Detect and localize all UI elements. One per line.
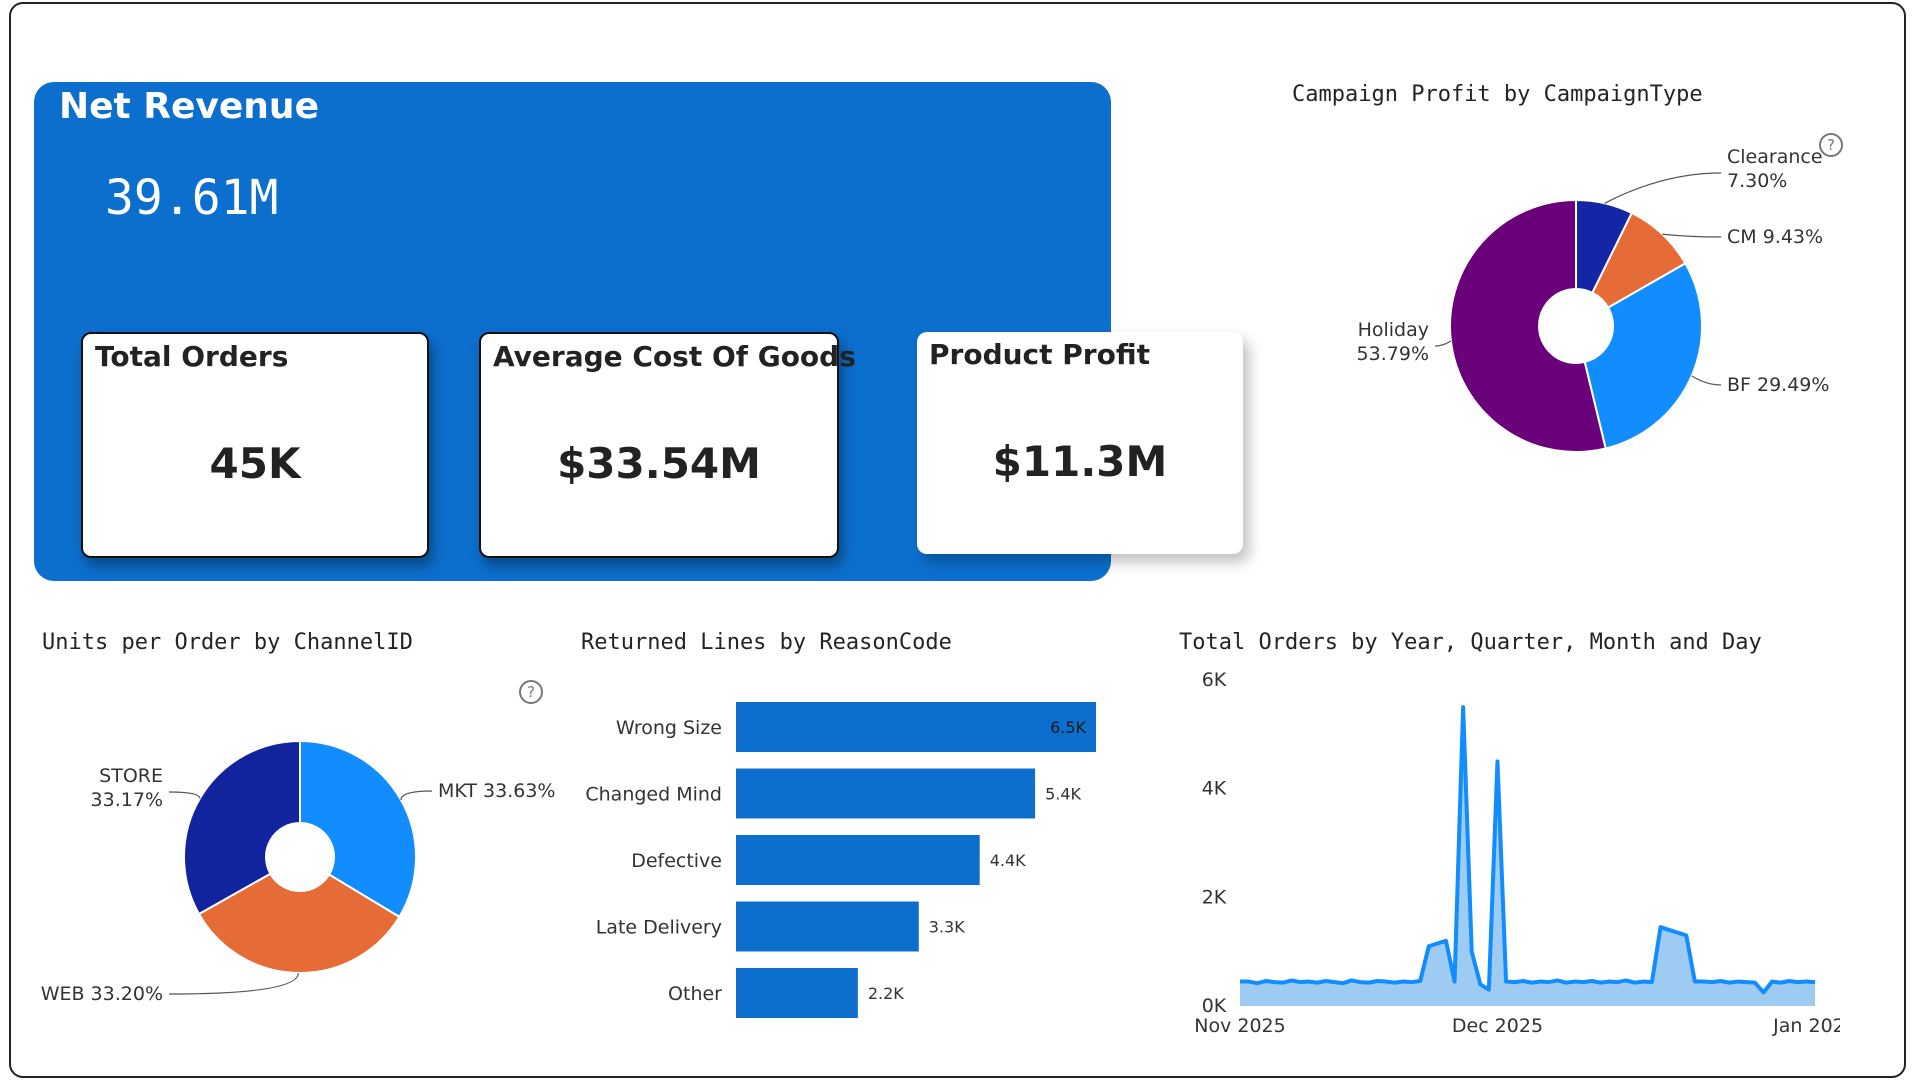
net-revenue-value: 39.61M: [105, 170, 279, 226]
category-label-changed-mind: Changed Mind: [585, 784, 722, 806]
leader-line-bf[interactable]: [1691, 375, 1722, 386]
slice-label-bf: BF 29.49%: [1727, 374, 1829, 396]
leader-line-store[interactable]: [168, 791, 201, 799]
orders-area-chart[interactable]: 0K 2K 4K 6K Nov 2025 Dec 2025 Jan 2026: [1180, 660, 1840, 1040]
slice-value-clearance: 7.30%: [1727, 170, 1787, 192]
data-label-defective: 4.4K: [990, 851, 1026, 870]
avg-cost-of-goods-card[interactable]: Average Cost Of Goods $33.54M: [479, 332, 856, 558]
leader-line-mkt[interactable]: [400, 790, 433, 801]
donut-slice-web[interactable]: [197, 872, 401, 974]
campaign-chart-title: Campaign Profit by CampaignType: [1292, 82, 1703, 107]
slice-label-web: WEB 33.20%: [41, 983, 163, 1005]
data-label-late-delivery: 3.3K: [929, 918, 965, 937]
slice-value-holiday: 53.79%: [1357, 343, 1429, 365]
product-profit-value: $11.3M: [992, 437, 1168, 486]
returns-chart-title: Returned Lines by ReasonCode: [581, 630, 952, 655]
total-orders-value: 45K: [209, 439, 301, 488]
y-tick-label: 0K: [1202, 995, 1227, 1017]
y-tick-label: 4K: [1202, 778, 1227, 800]
avg-cost-of-goods-value: $33.54M: [557, 439, 761, 488]
total-orders-title: Total Orders: [95, 340, 289, 373]
leader-line-cm[interactable]: [1662, 233, 1722, 238]
bar-wrong-size[interactable]: [736, 702, 1096, 752]
bar-changed-mind[interactable]: [736, 768, 1036, 819]
orders-chart-title: Total Orders by Year, Quarter, Month and…: [1179, 630, 1762, 655]
bar-other[interactable]: [736, 968, 858, 1018]
bar-defective[interactable]: [736, 835, 980, 885]
slice-label-mkt: MKT 33.63%: [438, 780, 555, 802]
x-tick-label: Dec 2025: [1452, 1015, 1543, 1037]
question-circle-icon[interactable]: ?: [519, 680, 543, 704]
donut-slice-bf[interactable]: [1583, 262, 1703, 450]
units-chart-title: Units per Order by ChannelID: [42, 630, 413, 655]
y-tick-label: 2K: [1202, 886, 1227, 908]
slice-label-store: STORE: [99, 765, 163, 787]
slice-value-store: 33.17%: [91, 789, 163, 811]
product-profit-title: Product Profit: [929, 338, 1150, 371]
donut-slice-store[interactable]: [183, 739, 301, 916]
leader-line-holiday[interactable]: [1434, 340, 1452, 347]
total-orders-card[interactable]: Total Orders 45K: [81, 332, 429, 558]
returns-bar-chart[interactable]: Wrong Size 6.5K Changed Mind 5.4K Defective 4…: [570, 690, 1130, 1030]
slice-label-holiday: Holiday: [1358, 319, 1429, 341]
orders-line[interactable]: [1240, 705, 1816, 995]
leader-line-web[interactable]: [168, 972, 299, 995]
category-label-late-delivery: Late Delivery: [596, 917, 722, 939]
avg-cost-of-goods-title: Average Cost Of Goods: [493, 340, 856, 373]
y-tick-label: 6K: [1202, 669, 1227, 691]
category-label-wrong-size: Wrong Size: [616, 717, 722, 739]
x-tick-label: Jan 2026: [1772, 1015, 1840, 1037]
category-label-defective: Defective: [631, 850, 722, 872]
data-label-wrong-size: 6.5K: [1050, 718, 1086, 737]
slice-label-cm: CM 9.43%: [1727, 226, 1823, 248]
data-label-changed-mind: 5.4K: [1045, 785, 1081, 804]
data-label-other: 2.2K: [868, 984, 904, 1003]
question-circle-icon[interactable]: ?: [1819, 133, 1843, 157]
orders-area-fill[interactable]: [1240, 707, 1815, 1006]
donut-slice-holiday[interactable]: [1449, 198, 1607, 453]
bar-late-delivery[interactable]: [736, 901, 919, 952]
donut-slice-mkt[interactable]: [299, 739, 417, 919]
category-label-other: Other: [668, 983, 722, 1005]
x-tick-label: Nov 2025: [1194, 1015, 1285, 1037]
product-profit-card[interactable]: Product Profit $11.3M: [917, 332, 1243, 554]
leader-line-clearance[interactable]: [1604, 172, 1722, 204]
net-revenue-title: Net Revenue: [59, 86, 319, 127]
slice-label-clearance: Clearance: [1727, 146, 1823, 168]
